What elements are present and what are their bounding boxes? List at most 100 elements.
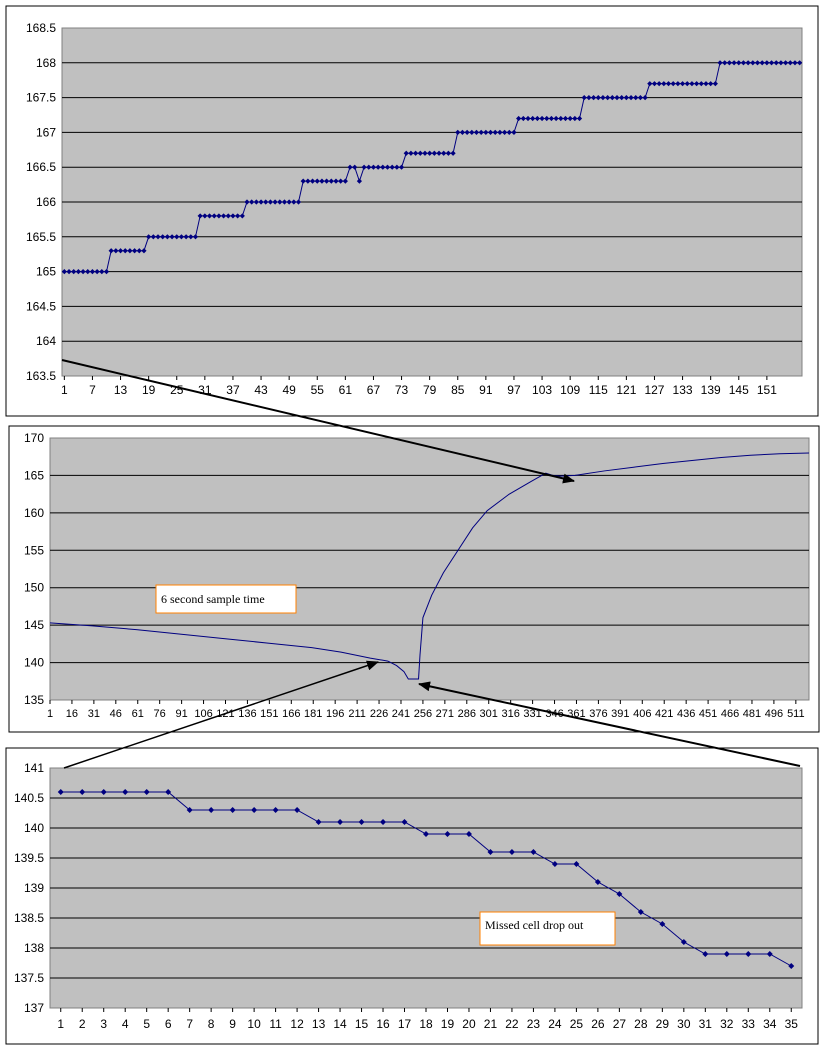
chart1-point (370, 164, 377, 170)
chart1-point (188, 234, 194, 240)
chart1-point (164, 234, 170, 240)
chart-2: 135 140 145 150 155 160 165 170 1 16 31 46 61 76 91 106… (8, 425, 820, 733)
chart1-point (108, 248, 114, 254)
chart1-point (544, 115, 550, 122)
chart1-x-tick-label: 109 (560, 383, 580, 397)
chart1-point (375, 164, 381, 170)
chart1-point (703, 81, 709, 87)
chart1-point (169, 234, 175, 240)
chart1-point (314, 178, 320, 184)
chart3-x-tick-label: 3 (100, 1017, 107, 1031)
chart1-point (656, 81, 662, 87)
chart1-point (431, 150, 437, 156)
chart2-x-tick-label: 511 (787, 708, 805, 720)
chart3-point (401, 819, 408, 825)
chart3-x-tick-label: 13 (312, 1017, 326, 1031)
chart1-point (103, 269, 110, 275)
chart1-point (647, 81, 653, 87)
chart1-point (324, 178, 330, 184)
chart3-point (294, 807, 301, 813)
chart2-x-tick-label: 76 (154, 708, 166, 720)
chart1-point (328, 178, 334, 184)
chart1-point (642, 95, 648, 101)
chart2-y-tick-label: 155 (24, 543, 44, 557)
chart1-x-tick-label: 97 (507, 383, 521, 397)
chart1-x-tick-label: 103 (532, 383, 552, 397)
chart1-point (309, 178, 316, 184)
chart2-x-tick-label: 106 (194, 708, 212, 720)
chart1-x-tick-label: 1 (61, 383, 68, 397)
arrow-to-chart2-drop (418, 681, 801, 767)
chart3-x-tick-label: 10 (247, 1017, 261, 1031)
chart1-point (239, 213, 245, 219)
chart1-point (679, 81, 686, 87)
chart1-x-tick-label: 43 (254, 383, 268, 397)
chart-2-plot-area (49, 437, 810, 701)
chart1-point (623, 95, 629, 101)
chart1-point (675, 81, 681, 87)
chart3-x-tick-label: 20 (462, 1017, 476, 1031)
chart2-x-tick-label: 436 (677, 708, 695, 720)
chart1-point (244, 199, 250, 205)
chart-2-annotation: 6 second sample time (161, 592, 265, 606)
chart1-point (548, 115, 555, 122)
chart1-point (342, 178, 348, 184)
chart1-x-tick-label: 49 (282, 383, 296, 397)
chart1-point (694, 81, 700, 87)
chart2-x-tick-label: 316 (501, 708, 519, 720)
chart2-x-tick-label: 226 (370, 708, 388, 720)
chart1-point (450, 150, 456, 156)
chart1-point (305, 178, 311, 184)
chart1-point (670, 81, 676, 87)
chart3-x-tick-label: 1 (57, 1017, 64, 1031)
chart1-point (478, 129, 484, 135)
chart1-point (651, 81, 658, 87)
chart-3-annotation-box (479, 911, 616, 946)
chart3-x-tick-label: 33 (742, 1017, 756, 1031)
chart2-x-tick-label: 31 (88, 708, 100, 720)
chart1-point (600, 95, 606, 101)
chart1-point (525, 115, 531, 122)
chart1-point (609, 95, 615, 101)
chart1-x-tick-label: 85 (451, 383, 465, 397)
chart3-point (122, 789, 129, 795)
chart1-point (66, 269, 72, 275)
chart2-x-tick-label: 376 (589, 708, 607, 720)
chart1-point (576, 115, 583, 122)
chart1-point (783, 60, 789, 66)
chart2-x-tick-label: 421 (655, 708, 673, 720)
chart3-x-tick-label: 14 (333, 1017, 347, 1031)
chart-1: 163.5164164.5165165.5166166.5167167.5168… (5, 5, 819, 417)
chart1-x-tick-label: 91 (479, 383, 493, 397)
chart2-x-tick-label: 46 (110, 708, 122, 720)
chart1-point (253, 199, 259, 205)
chart2-x-tick-label: 91 (175, 708, 187, 720)
chart1-point (637, 95, 644, 101)
chart3-y-tick-label: 139 (24, 881, 44, 895)
chart1-point (553, 115, 559, 122)
chart1-point (295, 199, 302, 205)
chart3-point (251, 807, 258, 813)
chart1-point (291, 199, 297, 205)
chart2-x-tick-label: 136 (238, 708, 256, 720)
chart1-point (750, 60, 756, 66)
chart1-point (586, 95, 592, 101)
chart2-x-tick-label: 331 (523, 708, 541, 720)
chart1-point (595, 95, 601, 101)
chart3-point (659, 921, 666, 927)
chart1-point (136, 248, 142, 254)
chart1-point (698, 81, 704, 87)
chart1-point (797, 60, 803, 66)
chart1-point (614, 95, 620, 101)
chart3-point (637, 909, 644, 915)
chart1-point (422, 150, 428, 156)
chart1-point (590, 95, 597, 101)
chart3-y-tick-label: 138.5 (14, 911, 44, 925)
chart2-x-tick-label: 406 (633, 708, 651, 720)
chart1-point (333, 178, 339, 184)
chart3-point (766, 951, 773, 957)
chart3-x-tick-label: 22 (505, 1017, 519, 1031)
chart1-point (356, 178, 363, 184)
chart3-y-tick-label: 141 (24, 761, 44, 775)
